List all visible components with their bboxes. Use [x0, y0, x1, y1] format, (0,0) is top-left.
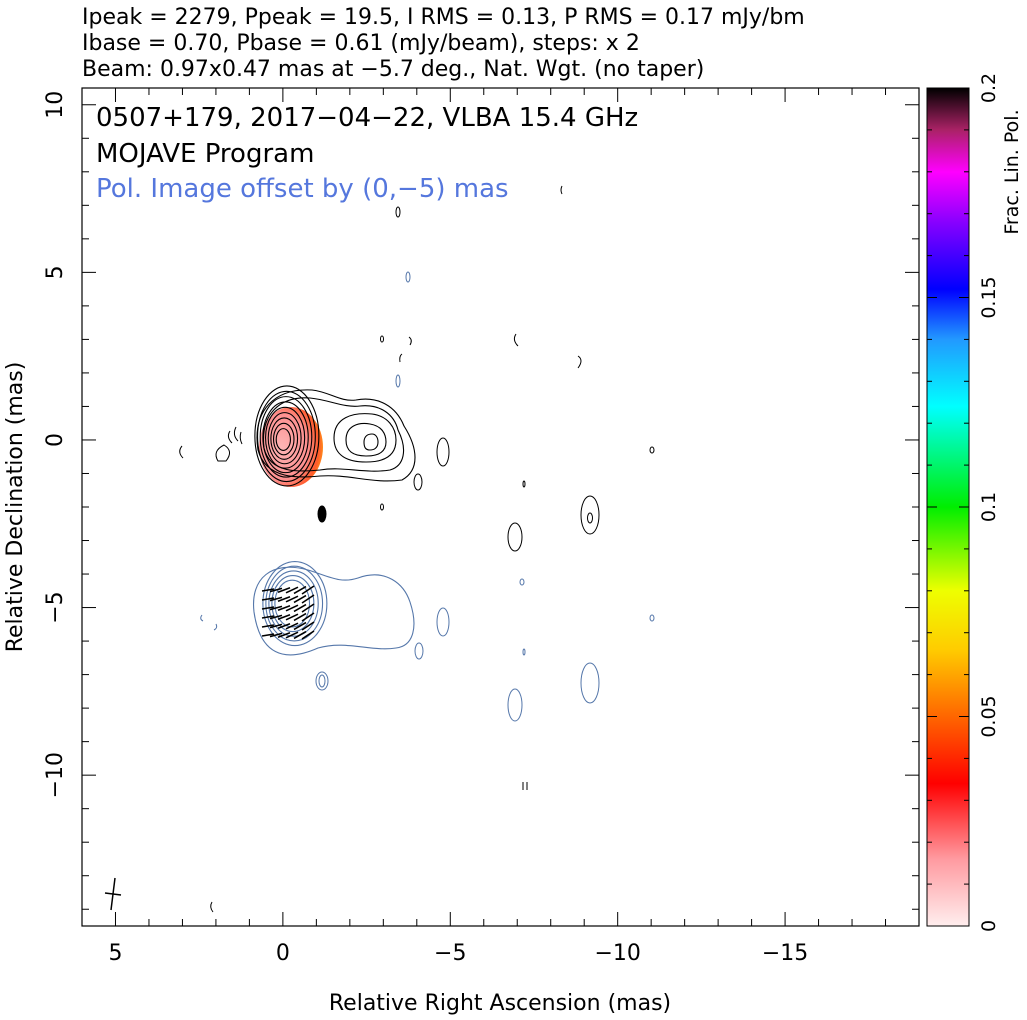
core-contour: [264, 406, 306, 469]
pol-contour: [265, 565, 324, 642]
x-tick-label: 0: [276, 941, 290, 966]
core-contour: [272, 422, 295, 456]
noise-islands-blue: [200, 271, 655, 790]
evpa-tick: [293, 585, 307, 595]
y-axis-label: Relative Declination (mas): [3, 362, 28, 653]
evpa-tick: [261, 606, 275, 610]
jet-contour: [262, 397, 405, 472]
evpa-tick: [269, 587, 283, 593]
axis-tick-labels: 5 0 −5 −10 −15 10 5 0 −5 −10: [43, 91, 808, 966]
y-tick-label: −5: [43, 591, 68, 623]
evpa-tick: [277, 623, 291, 629]
core-contour: [275, 428, 291, 451]
evpa-tick: [277, 632, 291, 638]
evpa-tick: [301, 585, 315, 595]
evpa-tick: [301, 630, 315, 640]
colorbar-tick-label: 0: [978, 920, 1000, 932]
header-line-3: Beam: 0.97x0.47 mas at −5.7 deg., Nat. W…: [82, 57, 704, 82]
jet-contour: [345, 422, 387, 457]
inset-program: MOJAVE Program: [96, 139, 314, 169]
evpa-tick: [269, 605, 283, 611]
evpa-tick: [285, 622, 299, 630]
evpa-tick: [301, 594, 315, 604]
header-line-1: Ipeak = 2279, Ppeak = 19.5, I RMS = 0.13…: [82, 5, 805, 30]
evpa-tick: [285, 586, 299, 594]
evpa-tick: [301, 621, 315, 631]
evpa-tick: [293, 630, 307, 640]
polarization-contours: [252, 561, 415, 656]
evpa-tick: [293, 603, 307, 613]
evpa-tick: [277, 614, 291, 620]
colorbar-tick-label: 0.05: [978, 695, 1000, 737]
colorbar-label: Frac. Lin. Pol.: [1001, 109, 1023, 234]
core-contour: [259, 396, 313, 478]
pol-contour: [268, 570, 319, 637]
evpa-tick: [277, 605, 291, 611]
evpa-tick: [285, 595, 299, 603]
total-intensity-contours: [254, 385, 416, 487]
evpa-tick: [261, 597, 275, 601]
jet-contour: [333, 413, 397, 463]
x-tick-label: −10: [594, 941, 640, 966]
evpa-tick: [261, 633, 275, 637]
evpa-tick: [269, 623, 283, 629]
x-axis-label: Relative Right Ascension (mas): [329, 991, 671, 1016]
core-contour: [254, 385, 320, 487]
pol-contour: [274, 579, 311, 628]
evpa-tick: [293, 621, 307, 631]
header-line-2: Ibase = 0.70, Pbase = 0.61 (mJy/beam), s…: [82, 31, 640, 56]
y-tick-label: −10: [43, 752, 68, 798]
evpa-tick: [285, 613, 299, 621]
jet-contour: [363, 433, 379, 451]
evpa-tick: [269, 596, 283, 602]
x-tick-label: −5: [434, 941, 466, 966]
evpa-tick: [293, 594, 307, 604]
evpa-tick: [269, 632, 283, 638]
contour-map: [104, 185, 655, 913]
plot-frame: [81, 87, 920, 927]
evpa-tick: [285, 604, 299, 612]
inset-pol-note: Pol. Image offset by (0,−5) mas: [96, 174, 509, 204]
colorbar-tick-label: 0.2: [978, 73, 1000, 103]
pol-contour: [262, 561, 328, 647]
evpa-tick: [277, 596, 291, 602]
pol-outer-contour: [252, 566, 415, 656]
evpa-tick: [261, 588, 275, 592]
axis-ticks: [82, 88, 919, 926]
evpa-tick: [285, 631, 299, 639]
inset-title: 0507+179, 2017−04−22, VLBA 15.4 GHz: [96, 103, 638, 133]
core-contour: [270, 417, 299, 460]
x-tick-label: 5: [108, 941, 122, 966]
pol-contour: [271, 575, 315, 633]
y-tick-label: 10: [43, 91, 68, 119]
x-tick-label: −15: [762, 941, 808, 966]
y-tick-label: 0: [43, 433, 68, 447]
evpa-tick: [269, 614, 283, 620]
evpa-tick: [261, 624, 275, 628]
colorbar-tick-label: 0.15: [978, 276, 1000, 318]
evpa-tick: [261, 615, 275, 619]
noise-islands-black: [179, 185, 655, 913]
evpa-tick: [293, 612, 307, 622]
y-tick-label: 5: [43, 265, 68, 279]
evpa-vectors: [261, 585, 315, 640]
evpa-tick: [301, 603, 315, 613]
colorbar-ticks: 0 0.05 0.1 0.15 0.2: [927, 73, 1000, 932]
core-contour: [267, 412, 302, 465]
jet-contour: [256, 389, 416, 482]
restoring-beam: [104, 877, 122, 911]
evpa-tick: [301, 612, 315, 622]
colorbar-tick-label: 0.1: [978, 492, 1000, 522]
evpa-tick: [277, 587, 291, 593]
